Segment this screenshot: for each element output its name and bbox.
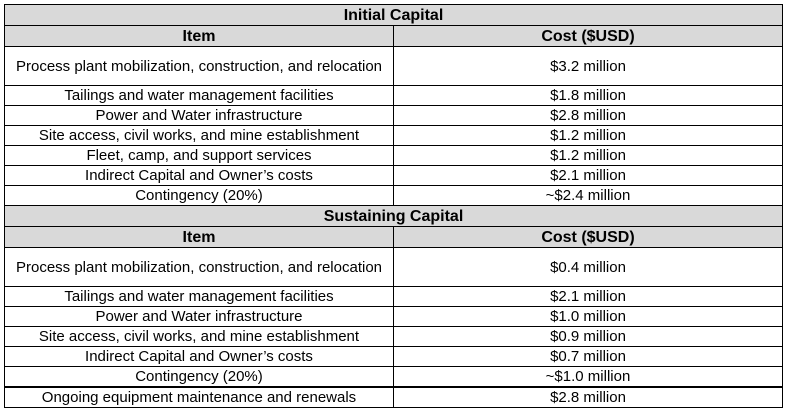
table-row: Contingency (20%) ~$1.0 million [4,366,783,388]
table-row: Ongoing equipment maintenance and renewa… [4,386,783,408]
cost-cell: $0.4 million [393,247,783,287]
item-cell: Indirect Capital and Owner’s costs [4,165,394,186]
table-row: Power and Water infrastructure $1.0 mill… [4,306,783,327]
cost-cell: ~$2.4 million [393,185,783,206]
table-row: Process plant mobilization, construction… [4,46,783,86]
cost-cell: $1.0 million [393,306,783,327]
capital-cost-table: Initial Capital Item Cost ($USD) Process… [4,4,783,408]
item-cell: Ongoing equipment maintenance and renewa… [4,386,394,408]
cost-cell: $2.8 million [393,105,783,126]
table-row: Site access, civil works, and mine estab… [4,125,783,146]
table-row: Process plant mobilization, construction… [4,247,783,287]
column-header-cost: Cost ($USD) [393,226,783,248]
column-header-cost: Cost ($USD) [393,25,783,47]
table-row: Tailings and water management facilities… [4,286,783,307]
column-header-item: Item [4,226,394,248]
cost-cell: $1.8 million [393,85,783,106]
cost-cell: $1.2 million [393,145,783,166]
item-cell: Tailings and water management facilities [4,85,394,106]
item-cell: Process plant mobilization, construction… [4,247,394,287]
column-header-row: Item Cost ($USD) [4,25,783,47]
column-header-item: Item [4,25,394,47]
item-cell: Fleet, camp, and support services [4,145,394,166]
item-cell: Process plant mobilization, construction… [4,46,394,86]
item-cell: Contingency (20%) [4,366,394,388]
table-row: Indirect Capital and Owner’s costs $0.7 … [4,346,783,367]
section-title-sustaining: Sustaining Capital [4,205,783,227]
item-cell: Power and Water infrastructure [4,105,394,126]
table-row: Indirect Capital and Owner’s costs $2.1 … [4,165,783,186]
cost-cell: $0.9 million [393,326,783,347]
item-cell: Contingency (20%) [4,185,394,206]
section-header-initial: Initial Capital [4,4,783,26]
section-title-initial: Initial Capital [4,4,783,26]
cost-cell: $2.1 million [393,286,783,307]
item-cell: Tailings and water management facilities [4,286,394,307]
cost-cell: $2.1 million [393,165,783,186]
table-row: Site access, civil works, and mine estab… [4,326,783,347]
item-cell: Site access, civil works, and mine estab… [4,125,394,146]
cost-cell: $1.2 million [393,125,783,146]
section-header-sustaining: Sustaining Capital [4,205,783,227]
table-row: Power and Water infrastructure $2.8 mill… [4,105,783,126]
table-row: Tailings and water management facilities… [4,85,783,106]
item-cell: Site access, civil works, and mine estab… [4,326,394,347]
item-cell: Indirect Capital and Owner’s costs [4,346,394,367]
table-row: Contingency (20%) ~$2.4 million [4,185,783,206]
item-cell: Power and Water infrastructure [4,306,394,327]
cost-cell: ~$1.0 million [393,366,783,388]
cost-cell: $2.8 million [393,386,783,408]
cost-table: Initial Capital Item Cost ($USD) Process… [4,4,783,408]
column-header-row: Item Cost ($USD) [4,226,783,248]
cost-cell: $0.7 million [393,346,783,367]
table-row: Fleet, camp, and support services $1.2 m… [4,145,783,166]
cost-cell: $3.2 million [393,46,783,86]
